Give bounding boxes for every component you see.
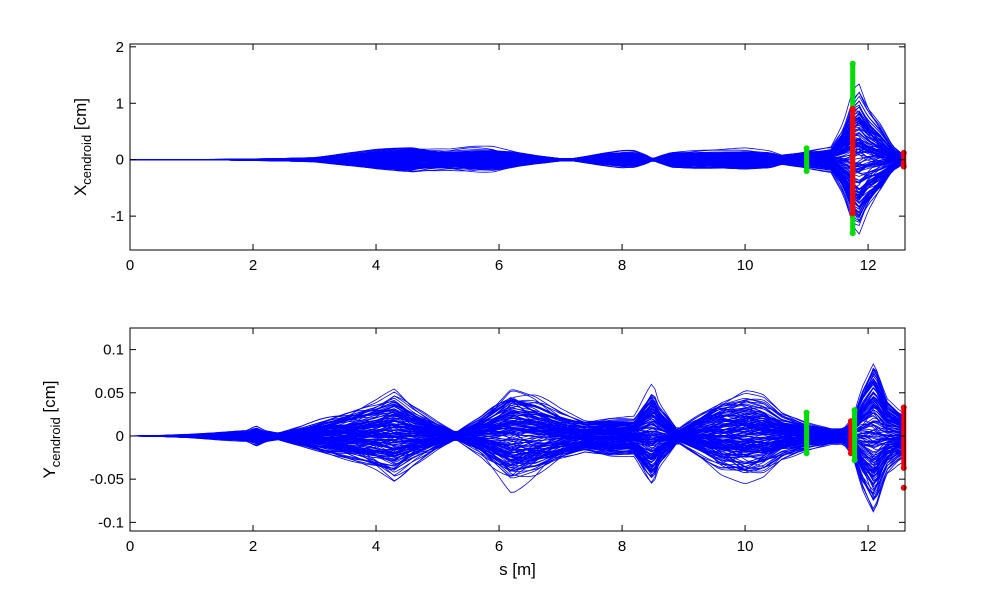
- trajectory-line: [130, 156, 905, 218]
- x-plot-yticks: -1 0 1 2: [111, 39, 905, 225]
- marker-point: [900, 484, 907, 491]
- x-plot-xticks: 0 2 4 6 8 10 12: [126, 44, 877, 274]
- x-tick-label: 10: [737, 538, 754, 555]
- y-tick-label: 0.1: [103, 342, 124, 359]
- x-tick-label: 2: [249, 538, 257, 555]
- marker-point: [851, 457, 858, 464]
- trajectory-line: [130, 429, 905, 477]
- y-tick-label: 1: [116, 95, 124, 112]
- trajectory-line: [130, 435, 905, 486]
- trajectory-line: [130, 413, 905, 442]
- y-plot-ylabel: Ycendroid [cm]: [40, 380, 63, 478]
- trajectory-line: [130, 435, 905, 470]
- y-tick-label: 0: [116, 428, 124, 445]
- x-plot-ylabel: Xcendroid [cm]: [71, 98, 94, 196]
- x-tick-label: 0: [126, 257, 134, 274]
- x-tick-label: 6: [495, 538, 503, 555]
- y-plot-xticks: 0 2 4 6 8 10 12: [126, 328, 877, 555]
- x-tick-label: 6: [495, 257, 503, 274]
- trajectory-line: [130, 435, 905, 474]
- marker-point: [849, 230, 856, 237]
- x-tick-label: 12: [860, 538, 877, 555]
- marker-point: [803, 409, 810, 416]
- x-tick-label: 4: [372, 538, 380, 555]
- y-tick-label: 2: [116, 39, 124, 56]
- x-tick-label: 8: [618, 538, 626, 555]
- y-trajectory-lines: [130, 363, 905, 513]
- y-tick-label: -0.1: [98, 514, 124, 531]
- y-tick-label: -1: [111, 208, 124, 225]
- marker-point: [851, 407, 858, 414]
- x-tick-label: 10: [737, 257, 754, 274]
- marker-point: [900, 149, 907, 156]
- trajectory-line: [130, 117, 905, 161]
- trajectory-line: [130, 435, 905, 477]
- x-tick-label: 2: [249, 257, 257, 274]
- y-tick-label: -0.05: [90, 471, 124, 488]
- trajectory-line: [130, 428, 905, 447]
- marker-point: [900, 404, 907, 411]
- trajectory-line: [130, 380, 905, 437]
- y-tick-label: 0.05: [95, 385, 124, 402]
- trajectory-line: [130, 435, 905, 471]
- y-centroid-plot: 0 2 4 6 8 10 12 -0.1 -0.05 0 0.05 0.1 Ycendroid [c…: [40, 327, 907, 579]
- x-plot-frame: [129, 43, 906, 251]
- s-axis-label: s [m]: [499, 560, 536, 579]
- trajectory-line: [130, 424, 905, 437]
- marker-point: [803, 145, 810, 152]
- y-marker-lines: [803, 404, 907, 491]
- y-plot-frame: [129, 327, 906, 532]
- marker-point: [849, 105, 856, 112]
- x-tick-label: 4: [372, 257, 380, 274]
- y-tick-label: 0: [116, 152, 124, 169]
- x-tick-label: 12: [860, 257, 877, 274]
- marker-point: [849, 60, 856, 67]
- y-plot-yticks: -0.1 -0.05 0 0.05 0.1: [90, 342, 905, 531]
- marker-point: [900, 464, 907, 471]
- trajectory-line: [130, 435, 905, 485]
- x-trajectory-lines: [130, 83, 905, 235]
- x-tick-label: 8: [618, 257, 626, 274]
- x-marker-lines: [803, 60, 907, 237]
- x-tick-label: 0: [126, 538, 134, 555]
- marker-point: [849, 210, 856, 217]
- marker-point: [803, 450, 810, 457]
- trajectory-line: [130, 407, 905, 437]
- marker-point: [803, 167, 810, 174]
- marker-point: [900, 163, 907, 170]
